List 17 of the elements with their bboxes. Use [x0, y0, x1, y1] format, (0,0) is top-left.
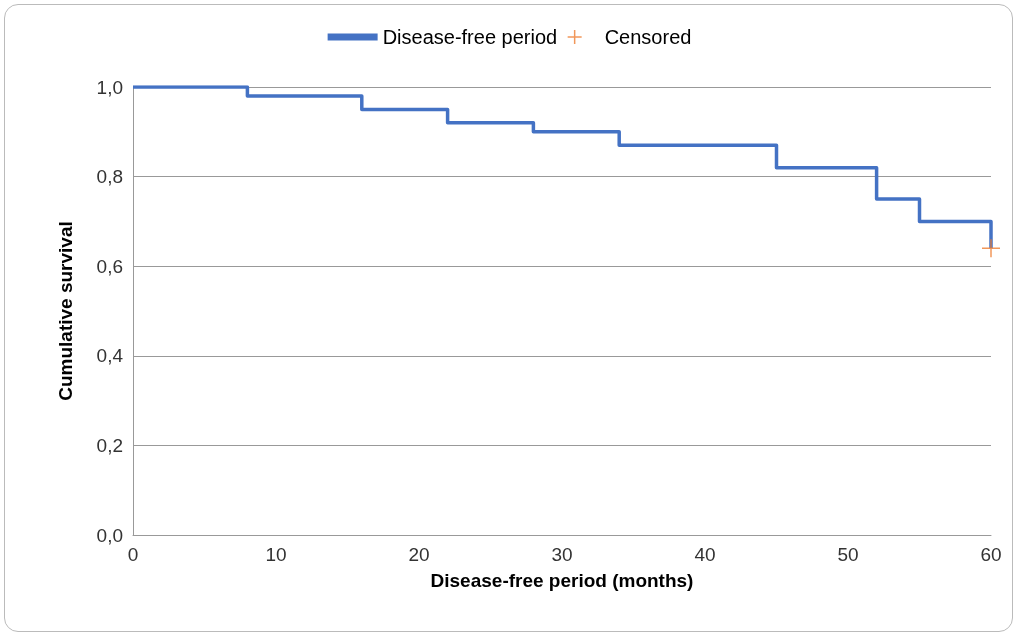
y-tick-label: 1,0: [96, 76, 123, 98]
x-tick-label: 50: [837, 544, 859, 565]
x-tick-label: 20: [408, 544, 430, 565]
y-tick-label: 0,4: [96, 345, 124, 367]
legend-label: Censored: [604, 26, 692, 48]
y-tick-label: 0,6: [96, 255, 123, 277]
x-tick-label: 30: [551, 544, 573, 565]
y-tick-label: 0,8: [96, 166, 123, 188]
legend-label: Disease-free period: [382, 26, 558, 48]
x-axis-title: Disease-free period (months): [430, 570, 694, 591]
y-axis-title: Cumulative survival: [55, 221, 76, 401]
x-tick-label: 40: [694, 544, 716, 565]
x-tick-label: 0: [127, 544, 139, 565]
x-tick-label: 10: [265, 544, 287, 565]
y-tick-label: 0,0: [96, 524, 123, 546]
y-tick-label: 0,2: [96, 434, 123, 456]
x-tick-label: 60: [980, 544, 1002, 565]
